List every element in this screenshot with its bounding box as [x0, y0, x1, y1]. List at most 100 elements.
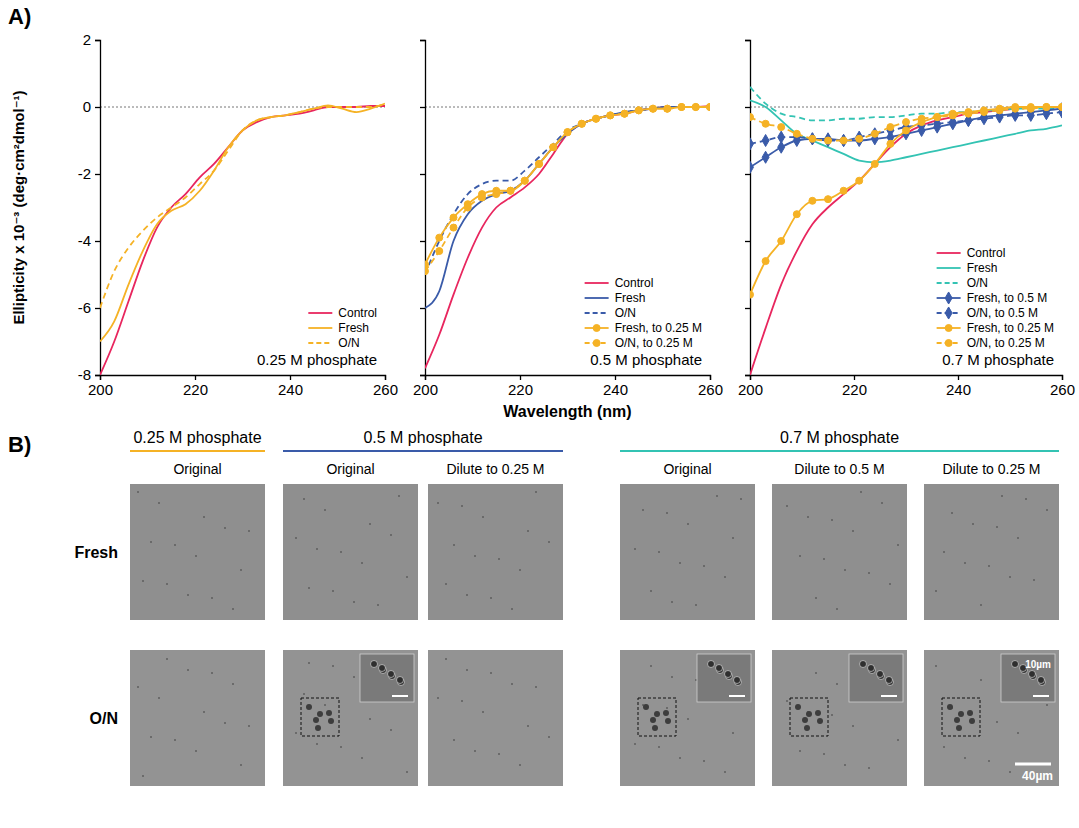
tick-mark: [420, 40, 425, 41]
cd-panel: 200220240260-8-6-4-2020.25 M phosphateCo…: [10, 31, 398, 397]
speckle: [474, 555, 476, 557]
legend-label: Fresh, to 0.25 M: [967, 321, 1054, 335]
speckle: [943, 551, 945, 553]
speckle: [398, 495, 400, 497]
figure: A)200220240260-8-6-4-2020.25 M phosphate…: [0, 0, 1079, 828]
speckle: [224, 722, 226, 724]
aggregate: [317, 711, 323, 717]
tick: [420, 241, 425, 242]
speckle: [453, 544, 455, 546]
speckle: [815, 597, 817, 599]
marker: [887, 124, 894, 136]
speckle: [316, 548, 318, 550]
tick: 220: [183, 375, 208, 398]
axis: [420, 41, 426, 376]
speckle: [340, 746, 342, 748]
speckle: [187, 594, 189, 596]
tick-label: -6: [78, 299, 91, 316]
speckle: [1009, 576, 1011, 578]
marker: [593, 115, 600, 122]
tick-mark: [290, 375, 291, 380]
marker: [1059, 104, 1063, 111]
series-line: [100, 106, 385, 375]
series-line: [100, 104, 385, 308]
speckle: [406, 771, 408, 773]
series-line: [100, 104, 385, 342]
speckle: [943, 746, 945, 748]
marker: [436, 248, 443, 255]
marker: [692, 104, 699, 111]
micrograph: [924, 484, 1059, 620]
speckle: [703, 565, 705, 567]
speckle: [316, 743, 318, 745]
marker: [793, 131, 800, 143]
legend: ControlFreshO/NFresh, to 0.5 MO/N, to 0.…: [937, 246, 1054, 350]
legend-item: Control: [585, 276, 654, 290]
speckle: [1025, 498, 1027, 500]
speckle: [142, 580, 144, 582]
speckle: [166, 583, 168, 585]
micrograph: [620, 650, 755, 786]
speckle: [935, 665, 937, 667]
aggregate: [860, 661, 867, 668]
tick-label: 200: [88, 381, 113, 398]
aggregate: [886, 677, 893, 684]
speckle: [988, 565, 990, 567]
legend: ControlFreshO/N: [308, 306, 377, 350]
speckle: [897, 739, 899, 741]
marker: [536, 160, 543, 167]
marker: [493, 191, 500, 198]
axis-line: [745, 41, 751, 376]
aggregate: [397, 677, 404, 684]
aggregate: [967, 710, 973, 716]
series-markers: [750, 106, 1062, 150]
legend-label: Control: [338, 306, 377, 320]
aggregate: [708, 661, 715, 668]
aggregate: [947, 704, 953, 710]
tick: 260: [373, 375, 398, 398]
series-markers: [425, 104, 710, 268]
aggregate: [802, 717, 808, 723]
speckle: [461, 505, 463, 507]
speckle: [679, 562, 681, 564]
tick-mark: [745, 40, 750, 41]
marker: [903, 127, 910, 134]
tick-label: -8: [78, 366, 91, 383]
tick: 220: [508, 375, 533, 398]
aggregate: [652, 725, 658, 731]
marker: [635, 107, 642, 114]
legend-label: Control: [967, 246, 1006, 260]
speckle: [642, 509, 644, 511]
speckle: [466, 669, 468, 671]
legend-label: Fresh, to 0.5 M: [967, 291, 1048, 305]
speckle: [137, 686, 139, 688]
speckle: [844, 764, 846, 766]
speckle: [195, 555, 197, 557]
column-title: Original: [326, 461, 374, 477]
aggregate: [956, 725, 962, 731]
zoom-box: [942, 698, 980, 736]
marker: [918, 115, 925, 122]
micrograph: [428, 650, 563, 786]
marker: [903, 119, 910, 126]
speckle: [187, 669, 189, 671]
aggregate: [663, 710, 669, 716]
tick-mark: [745, 107, 750, 108]
aggregate: [806, 711, 812, 717]
marker: [871, 128, 878, 140]
axis: 200220240260: [738, 375, 1075, 398]
legend-item: O/N: [937, 276, 988, 290]
speckle: [211, 597, 213, 599]
speckle: [437, 697, 439, 699]
tick-mark: [745, 375, 750, 376]
marker: [607, 112, 614, 119]
scale-label: 10µm: [1025, 659, 1051, 670]
speckle: [1033, 579, 1035, 581]
inset: [849, 654, 903, 702]
speckle: [716, 495, 718, 497]
speckle: [732, 732, 734, 734]
speckle: [1009, 771, 1011, 773]
speckle: [972, 523, 974, 525]
axis: [745, 41, 751, 376]
legend-symbol: [585, 312, 609, 314]
